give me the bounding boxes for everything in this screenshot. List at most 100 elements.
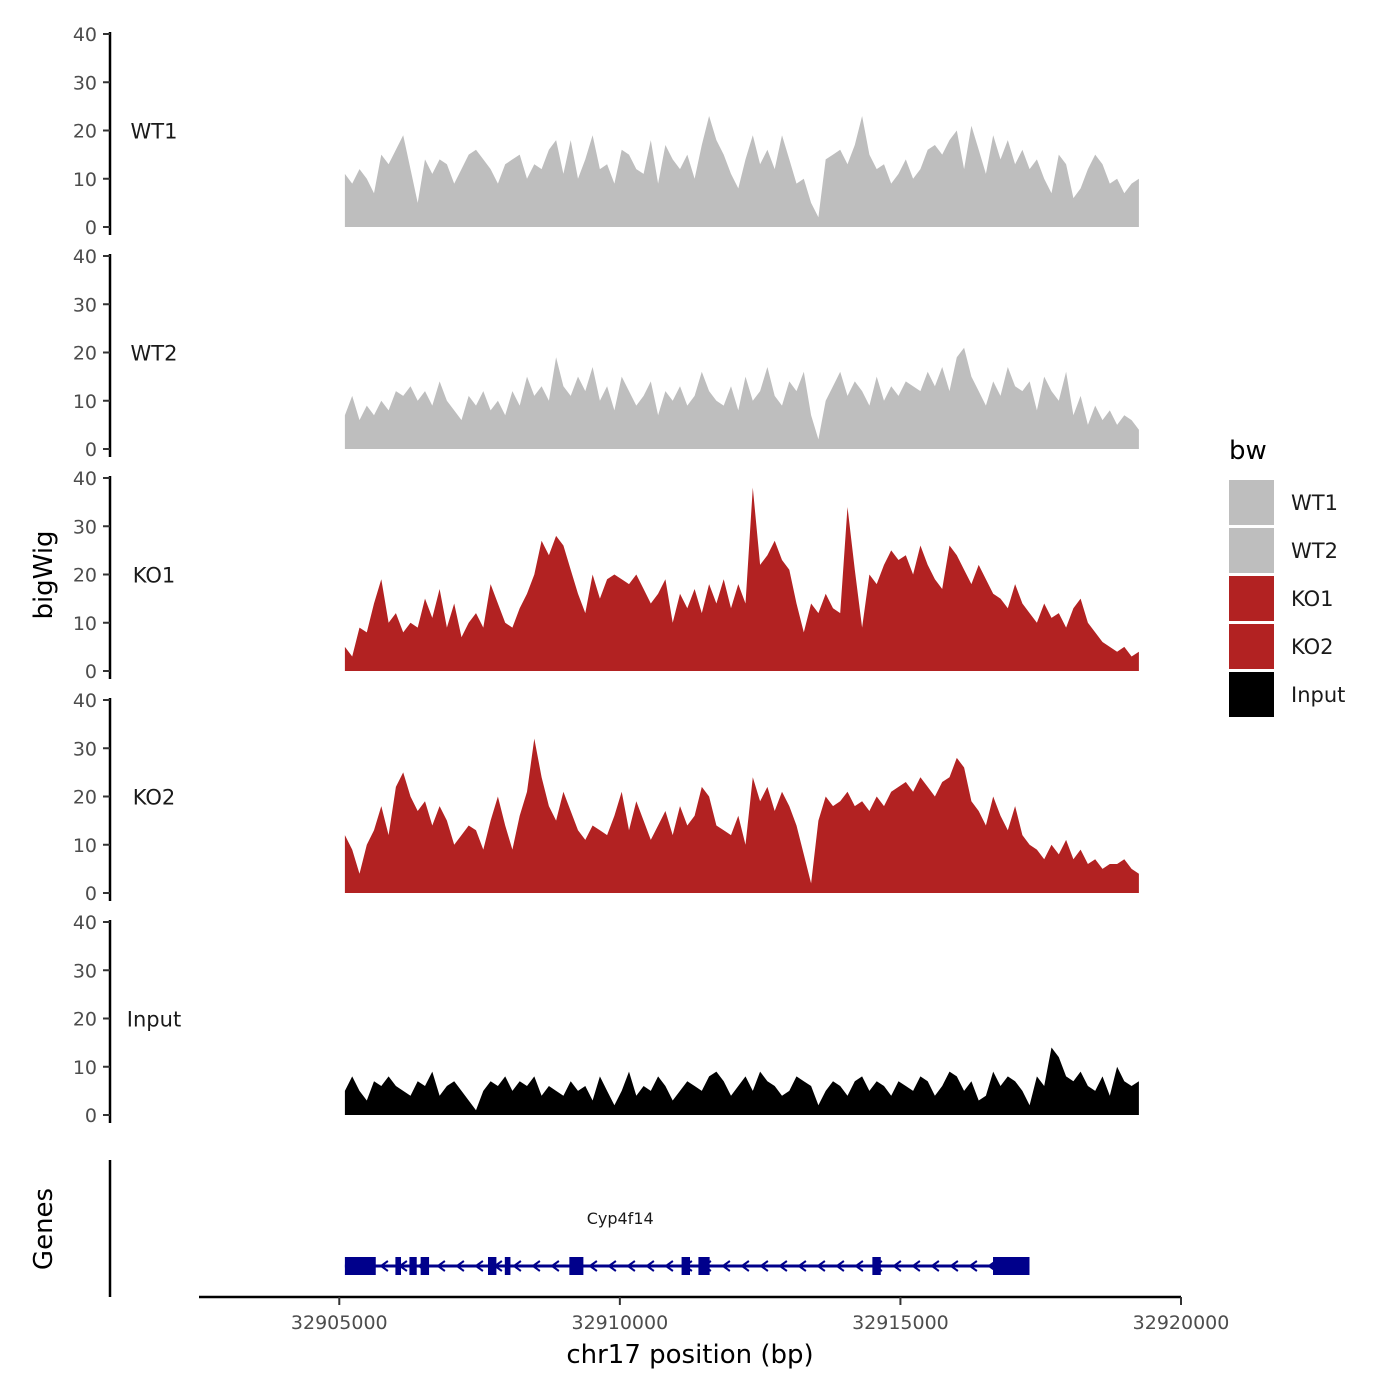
signal-area-ko1	[344, 487, 1139, 671]
y-tick-label: 40	[73, 690, 97, 712]
exon	[409, 1257, 417, 1275]
signal-area-input	[344, 1047, 1139, 1115]
gene-label: Cyp4f14	[587, 1209, 654, 1228]
legend-label-input: Input	[1291, 683, 1345, 707]
legend-label-wt1: WT1	[1291, 491, 1338, 515]
strand-arrow	[721, 1260, 731, 1272]
track-input: 0 10 20 30 40 Input	[73, 912, 1139, 1127]
strand-arrow	[379, 1260, 389, 1272]
y-tick-label: 40	[73, 468, 97, 490]
track-label: KO2	[133, 786, 176, 810]
strand-arrow	[645, 1260, 655, 1272]
exon	[872, 1257, 881, 1275]
y-tick-label: 10	[73, 391, 97, 413]
signal-area-wt2	[344, 347, 1139, 449]
legend-key-ko1	[1229, 576, 1274, 621]
strand-arrow	[664, 1260, 674, 1272]
track-label: WT2	[131, 342, 178, 366]
signal-area-ko2	[344, 738, 1139, 893]
signal-area-wt1	[344, 116, 1139, 227]
exon	[504, 1257, 511, 1275]
strand-arrow	[607, 1260, 617, 1272]
strand-arrow	[531, 1260, 541, 1272]
legend-key-input	[1229, 672, 1274, 717]
exon	[420, 1257, 430, 1275]
legend-label-ko2: KO2	[1291, 635, 1334, 659]
track-ko2: 0 10 20 30 40 KO2	[73, 690, 1139, 905]
y-tick-label: 10	[73, 1057, 97, 1079]
x-tick-label: 32905000	[291, 1312, 388, 1334]
strand-arrow	[854, 1260, 864, 1272]
strand-arrow	[778, 1260, 788, 1272]
y-tick-label: 10	[73, 613, 97, 635]
strand-arrow	[436, 1260, 446, 1272]
strand-arrow	[892, 1260, 902, 1272]
legend-key-wt1	[1229, 480, 1274, 525]
strand-arrow	[930, 1260, 940, 1272]
strand-arrow	[949, 1260, 959, 1272]
track-label: WT1	[131, 120, 178, 144]
strand-arrow	[588, 1260, 598, 1272]
exon	[681, 1257, 690, 1275]
strand-arrow	[550, 1260, 560, 1272]
strand-arrow	[911, 1260, 921, 1272]
track-label: Input	[127, 1008, 181, 1032]
track-label: KO1	[133, 564, 176, 588]
exon	[993, 1257, 1030, 1275]
y-tick-label: 30	[73, 960, 97, 982]
strand-arrow	[759, 1260, 769, 1272]
exon	[569, 1257, 584, 1275]
y-axis-title: bigWig	[29, 530, 59, 619]
y-tick-label: 40	[73, 246, 97, 268]
track-ko1: 0 10 20 30 40 KO1	[73, 468, 1139, 683]
strand-arrow	[968, 1260, 978, 1272]
x-axis-title: chr17 position (bp)	[566, 1340, 813, 1370]
legend-key-ko2	[1229, 624, 1274, 669]
y-tick-label: 40	[73, 912, 97, 934]
strand-arrow	[740, 1260, 750, 1272]
exon	[344, 1257, 376, 1275]
legend-label-wt2: WT2	[1291, 539, 1338, 563]
exon	[395, 1257, 402, 1275]
y-tick-label: 20	[73, 787, 97, 809]
y-tick-label: 0	[85, 1105, 97, 1127]
y-tick-label: 30	[73, 72, 97, 94]
gene-panel: Cyp4f14	[108, 1160, 1030, 1297]
track-wt2: 0 10 20 30 40 WT2	[73, 246, 1139, 461]
y-tick-label: 30	[73, 738, 97, 760]
strand-arrow	[455, 1260, 465, 1272]
strand-arrow	[474, 1260, 484, 1272]
y-tick-label: 40	[73, 24, 97, 46]
legend-title: bw	[1229, 436, 1267, 466]
y-tick-label: 20	[73, 343, 97, 365]
y-tick-label: 10	[73, 835, 97, 857]
exon	[698, 1257, 710, 1275]
y-tick-label: 20	[73, 565, 97, 587]
y-tick-label: 30	[73, 294, 97, 316]
y-tick-label: 20	[73, 1009, 97, 1031]
strand-arrow	[797, 1260, 807, 1272]
x-tick-label: 32920000	[1133, 1312, 1230, 1334]
strand-arrow	[626, 1260, 636, 1272]
gene-panel-title: Genes	[29, 1188, 59, 1270]
strand-arrow	[512, 1260, 522, 1272]
legend-label-ko1: KO1	[1291, 587, 1334, 611]
strand-arrow	[835, 1260, 845, 1272]
x-tick-label: 32915000	[852, 1312, 949, 1334]
legend: bw WT1 WT2 KO1 KO2 Input	[1229, 436, 1345, 717]
y-tick-label: 0	[85, 439, 97, 461]
legend-key-wt2	[1229, 528, 1274, 573]
y-tick-label: 10	[73, 169, 97, 191]
gene-model: Cyp4f14	[344, 1209, 1030, 1275]
y-tick-label: 0	[85, 883, 97, 905]
y-tick-label: 30	[73, 516, 97, 538]
strand-arrow	[816, 1260, 826, 1272]
track-wt1: 0 10 20 30 40 WT1	[73, 24, 1139, 239]
y-tick-label: 0	[85, 217, 97, 239]
x-tick-label: 32910000	[571, 1312, 668, 1334]
y-tick-label: 20	[73, 121, 97, 143]
x-axis: 32905000 32910000 32915000 32920000	[199, 1295, 1230, 1334]
exon	[487, 1257, 497, 1275]
signal-tracks: 0 10 20 30 40 WT1 0 10 20 30 40 WT2 0 10 20 30 40 KO1 0 10 2…	[73, 24, 1139, 1127]
